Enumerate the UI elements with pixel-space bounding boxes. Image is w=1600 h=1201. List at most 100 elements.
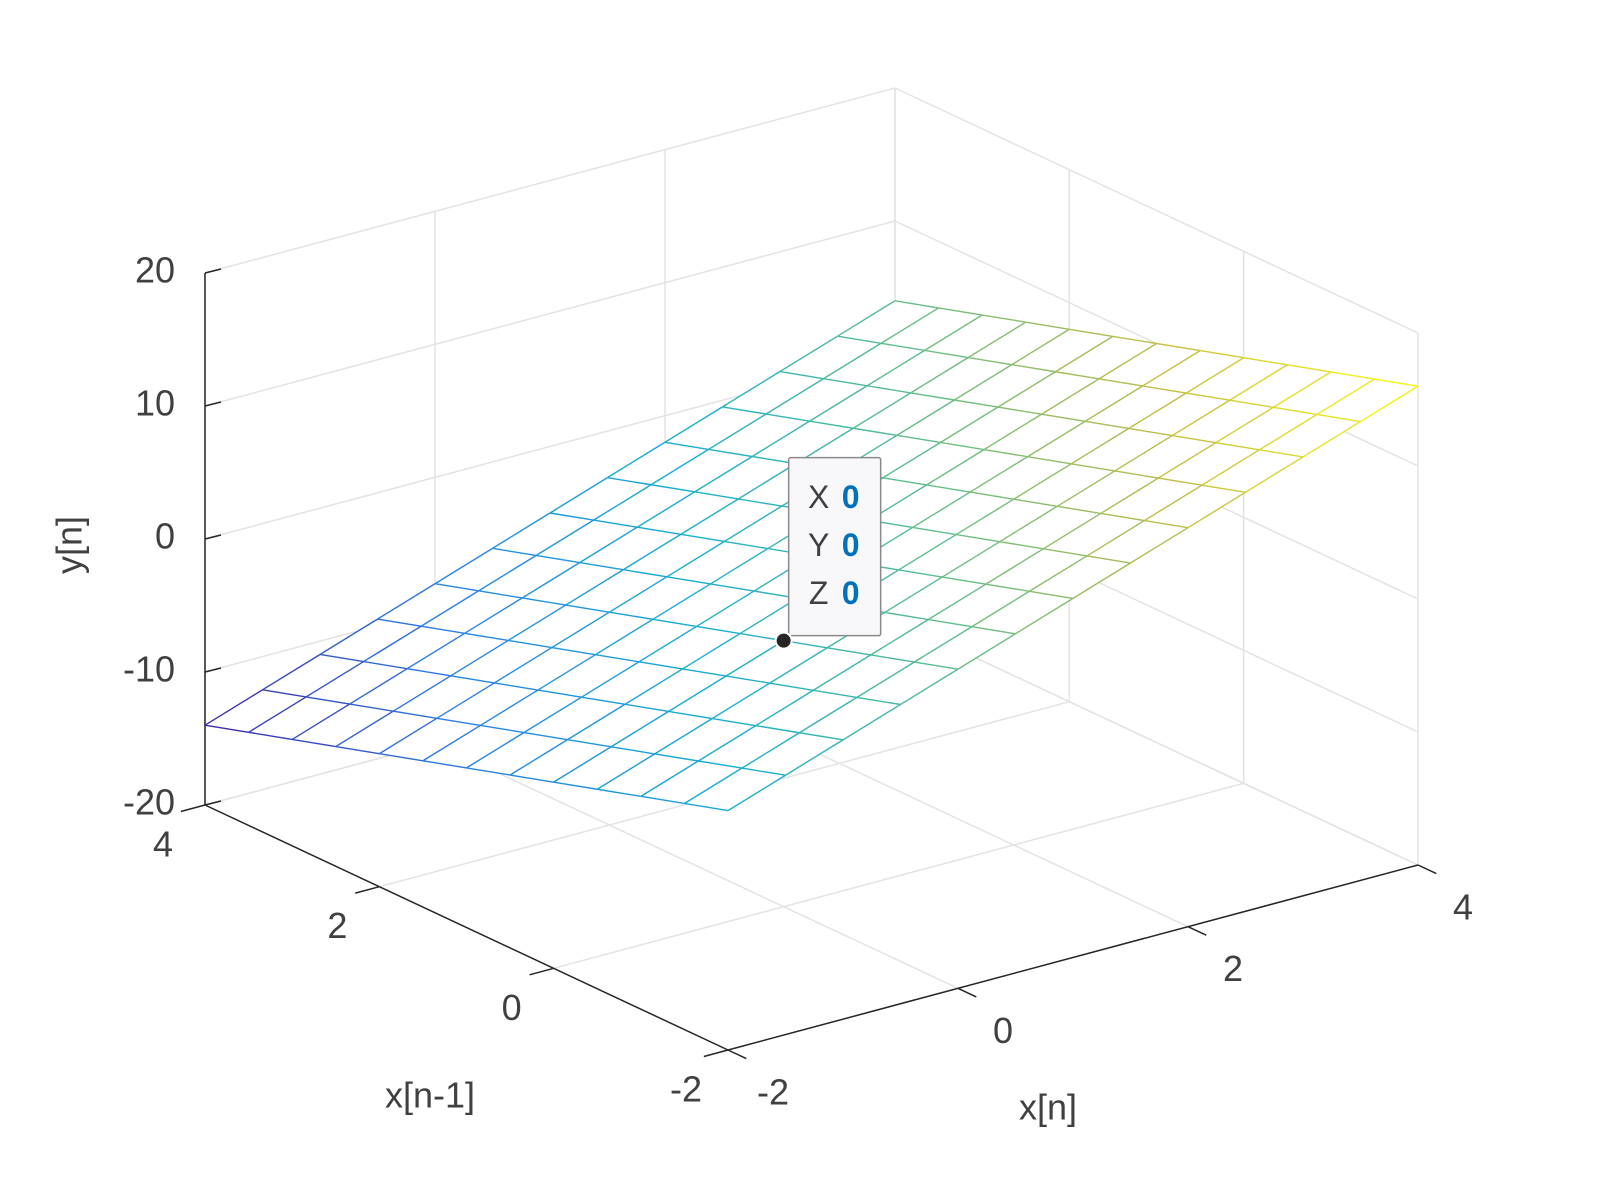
mesh-edge	[914, 661, 959, 670]
mesh-edge	[492, 512, 551, 549]
mesh-edge	[1100, 512, 1145, 522]
mesh-edge	[553, 781, 598, 790]
datatip-value: 0	[842, 479, 860, 515]
mesh-edge	[1071, 463, 1115, 472]
mesh-edge	[434, 547, 493, 585]
datatip-value: 0	[842, 527, 860, 563]
mesh-edge	[248, 731, 293, 741]
mesh-edge	[593, 484, 652, 521]
mesh-edge	[698, 760, 743, 769]
mesh-edge	[480, 689, 539, 727]
mesh-edge	[1302, 420, 1361, 458]
mesh-edge	[535, 519, 594, 557]
mesh-edge	[866, 349, 926, 387]
mesh-edge	[204, 724, 249, 734]
mesh-edge	[652, 618, 697, 628]
mesh-edge	[464, 597, 523, 634]
mesh-edge	[305, 660, 364, 698]
mesh-edge	[914, 626, 973, 663]
mesh-edge	[1172, 434, 1216, 444]
mesh-edge	[884, 611, 929, 621]
mesh-edge	[694, 491, 739, 500]
datatip-layer: X 0Y 0Z 0	[774, 456, 882, 650]
mesh-edge	[696, 625, 741, 635]
mesh-edge	[1273, 406, 1318, 416]
mesh-edge	[999, 540, 1044, 550]
mesh-edge	[493, 646, 553, 684]
mesh-edge	[712, 717, 756, 727]
mesh-edge	[1201, 484, 1246, 493]
mesh-edge	[422, 760, 467, 769]
y-axis-label: x[n-1]	[385, 1075, 475, 1116]
y-tick-label: 2	[327, 905, 347, 946]
grid-line	[204, 87, 896, 274]
mesh-edge	[607, 476, 652, 486]
mesh-edge	[1011, 363, 1056, 373]
mesh-edge	[1374, 378, 1419, 387]
z-tick	[204, 667, 222, 673]
mesh-edge	[436, 682, 495, 719]
mesh-edge	[884, 576, 943, 614]
mesh-edge	[737, 463, 797, 500]
mesh-edge	[652, 583, 711, 620]
mesh-edge	[1128, 392, 1187, 430]
mesh-edge	[755, 689, 814, 727]
mesh-edge	[436, 717, 481, 727]
mesh-edge	[567, 703, 626, 741]
mesh-edge	[1130, 527, 1189, 564]
mesh-edge	[956, 533, 1000, 543]
mesh-edge	[523, 696, 582, 734]
mesh-edge	[349, 703, 394, 712]
mesh-edge	[941, 541, 1001, 578]
mesh-edge	[335, 710, 394, 748]
mesh-edge	[710, 583, 755, 592]
mesh-edge	[823, 342, 882, 380]
mesh-edge	[894, 300, 939, 309]
mesh-edge	[697, 725, 757, 762]
mesh-edge	[985, 548, 1044, 585]
mesh-edge	[896, 434, 941, 444]
mesh-edge	[668, 675, 727, 712]
mesh-edge	[363, 625, 422, 663]
mesh-edge	[926, 449, 985, 486]
mesh-edge	[680, 498, 739, 535]
mesh-edge	[508, 639, 552, 649]
mesh-edge	[668, 710, 713, 720]
mesh-edge	[896, 399, 955, 436]
mesh-edge	[912, 526, 957, 536]
mesh-edge	[654, 717, 713, 755]
mesh-edge	[684, 802, 729, 812]
mesh-edge	[1142, 350, 1201, 387]
mesh-edge	[983, 413, 1042, 451]
x-tick	[727, 1049, 747, 1060]
mesh-edge	[1259, 413, 1318, 451]
mesh-edge	[954, 399, 999, 408]
y-tick	[529, 967, 554, 976]
mesh-edge	[741, 767, 786, 776]
mesh-edge	[480, 724, 525, 734]
mesh-edge	[535, 554, 580, 564]
mesh-edge	[1243, 357, 1288, 366]
mesh-edge	[880, 307, 939, 344]
mesh-edge	[971, 590, 1030, 628]
mesh-edge	[1069, 328, 1114, 338]
z-tick-label: 10	[135, 383, 175, 424]
z-tick-label: -20	[123, 782, 175, 823]
mesh-edge	[420, 625, 465, 635]
z-tick-label: 0	[155, 516, 175, 557]
mesh-edge	[969, 491, 1014, 500]
mesh-edge	[537, 689, 582, 698]
mesh-edge	[898, 569, 943, 578]
mesh-edge	[378, 717, 438, 755]
mesh-edge	[1114, 434, 1173, 472]
mesh-edge	[393, 710, 437, 719]
mesh-edge	[867, 385, 911, 394]
mesh-edge	[349, 668, 408, 705]
mesh-edge	[608, 576, 668, 613]
x-axis-line	[727, 864, 1419, 1051]
mesh-edge	[478, 590, 523, 599]
mesh-edge	[1229, 364, 1288, 401]
mesh-edge	[597, 788, 641, 798]
datatip-value: 0	[842, 575, 860, 611]
mesh-edge	[595, 653, 640, 663]
